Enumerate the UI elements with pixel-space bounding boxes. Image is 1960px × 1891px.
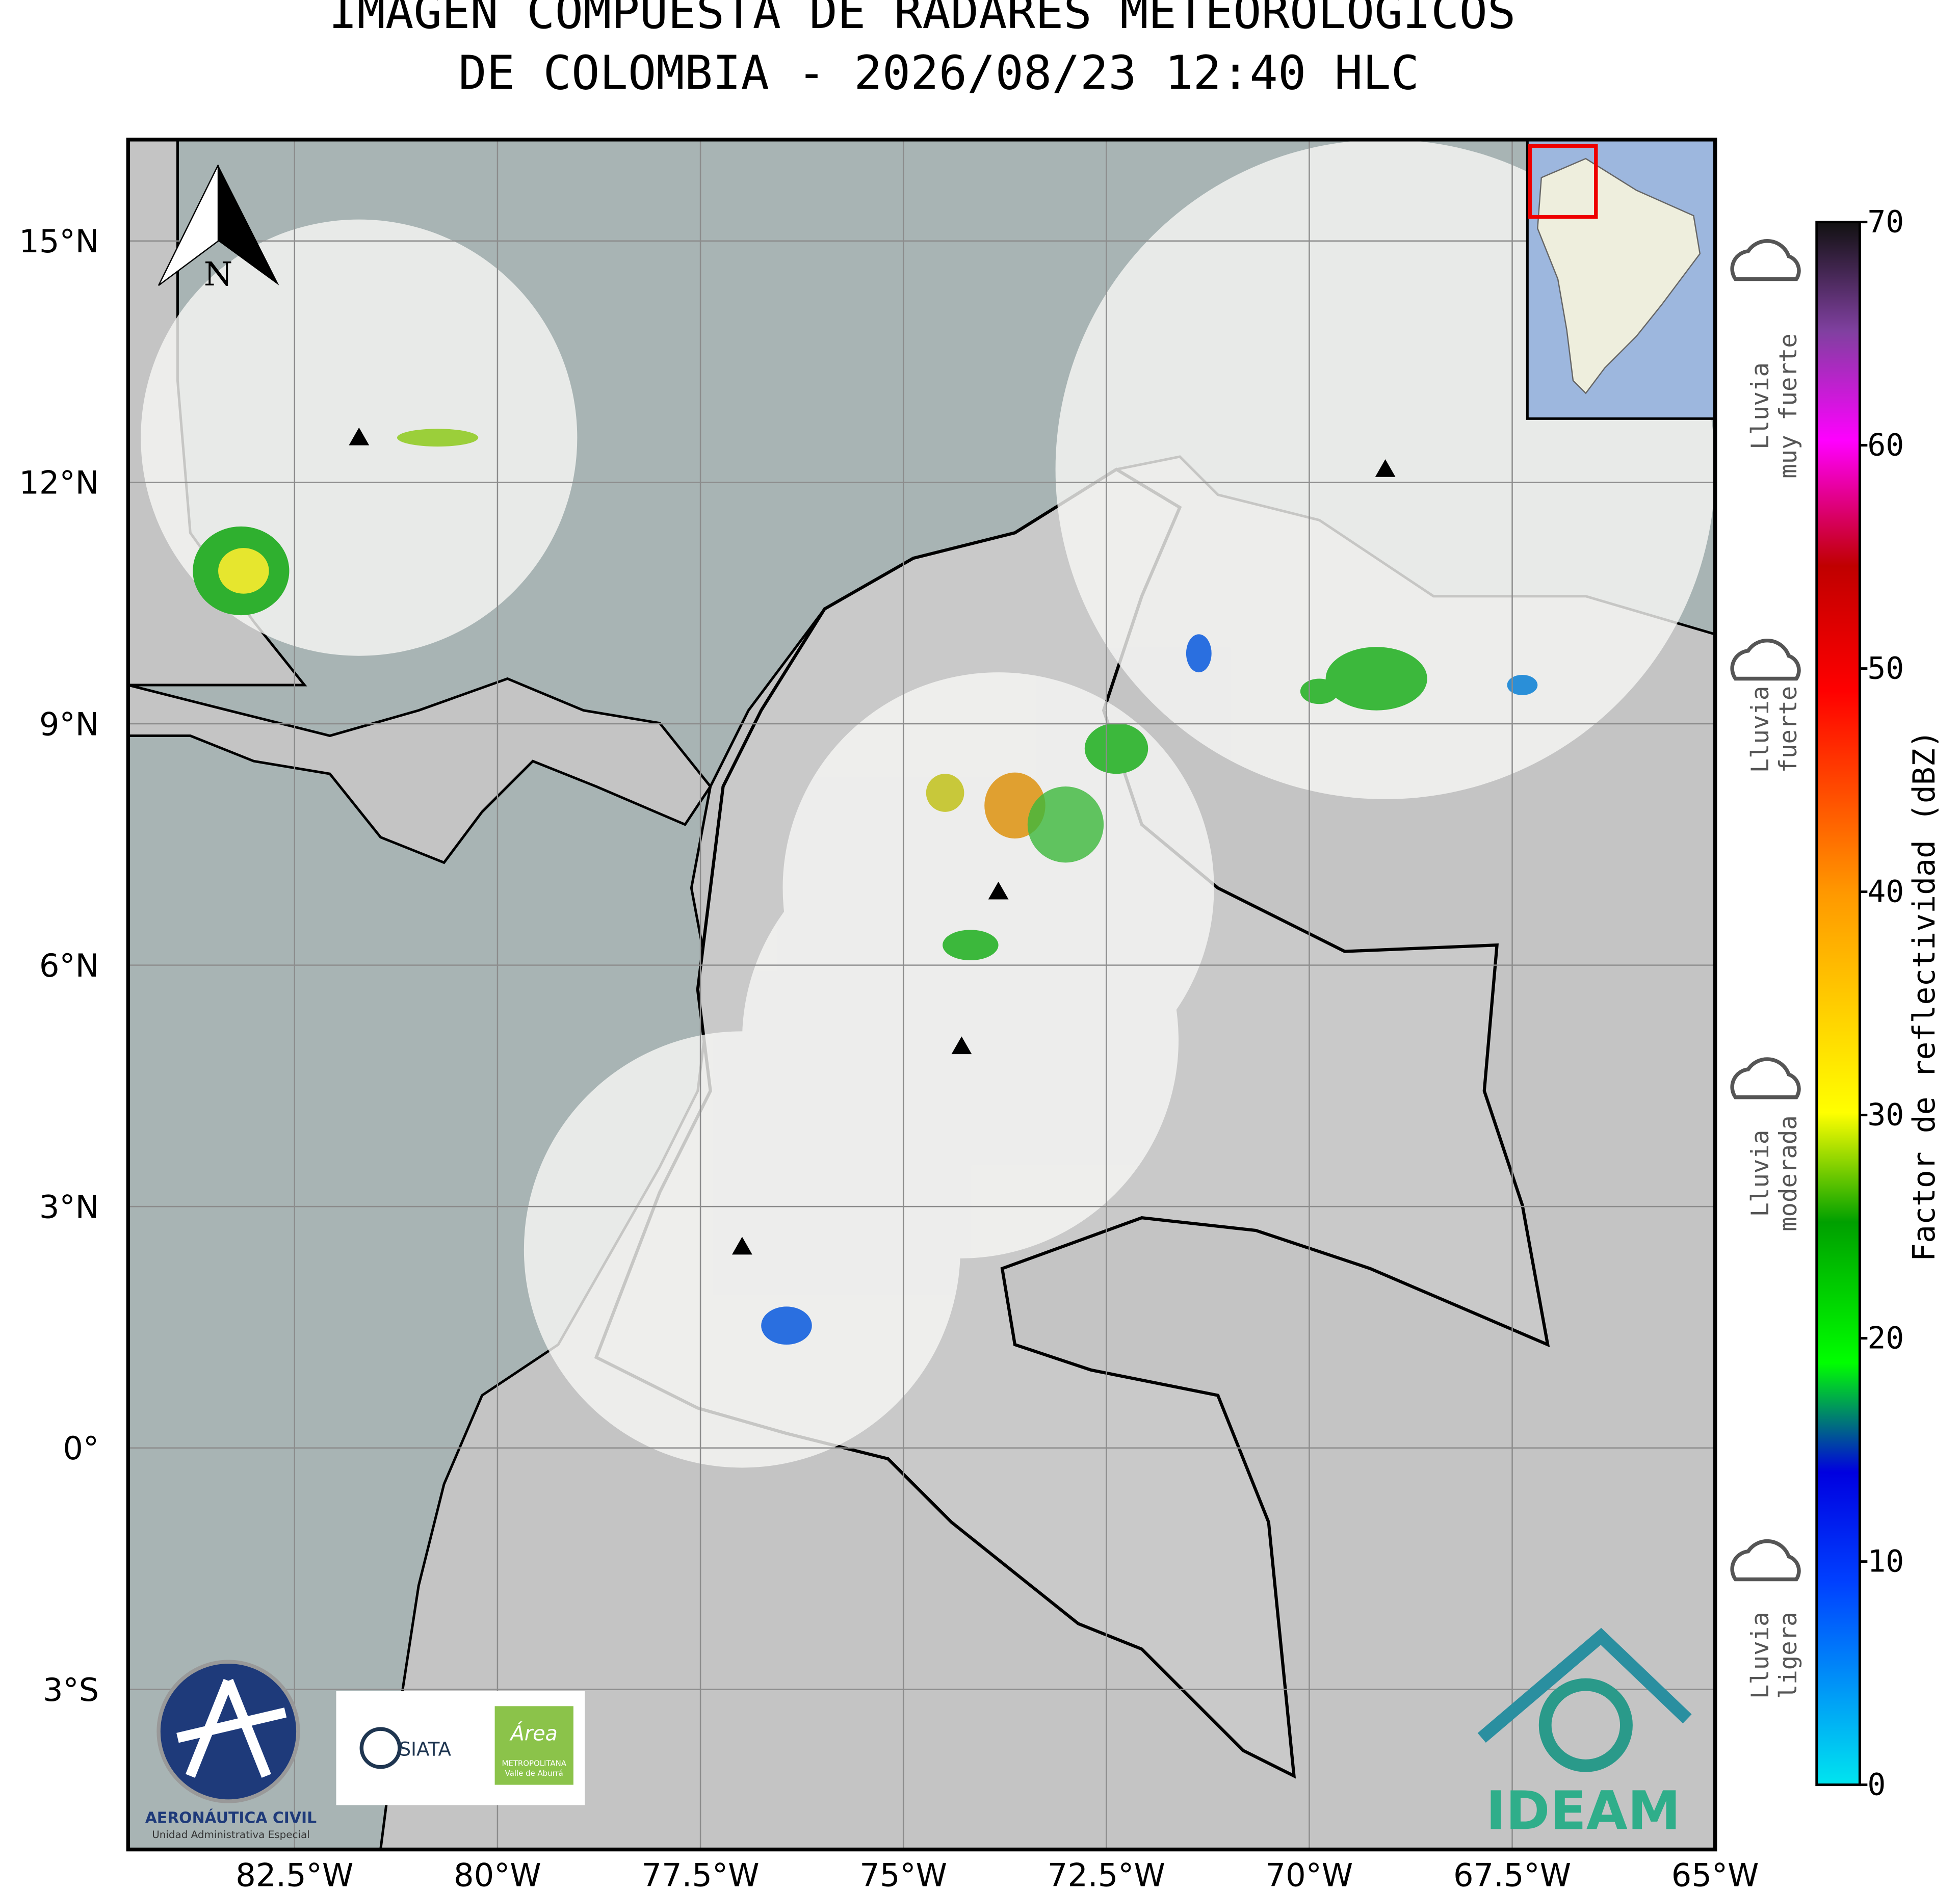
- colorbar-tick-label: 30: [1867, 1098, 1904, 1133]
- lon-tick-label: 67.5°W: [1453, 1857, 1571, 1891]
- lat-tick-label: 9°N: [39, 705, 99, 743]
- logo-text: Valle de Aburrá: [505, 1769, 563, 1778]
- rain-icon: [1730, 638, 1801, 681]
- colorbar-tick-label: 20: [1867, 1321, 1904, 1356]
- radar-sites: [349, 427, 1396, 1255]
- map-frame: [126, 138, 1717, 1852]
- rain-label: ligera: [1774, 1612, 1802, 1699]
- title-line: DE COLOMBIA - 2026/08/23 12:40 HLC: [458, 45, 1419, 100]
- logo-text: IDEAM: [1486, 1780, 1681, 1842]
- rain-icon: [1730, 1539, 1801, 1582]
- lon-tick-label: 70°W: [1266, 1857, 1353, 1891]
- rain-label: Lluvia: [1746, 362, 1774, 450]
- lon-tick-label: 65°W: [1671, 1857, 1759, 1891]
- rain-icon: [1730, 1057, 1801, 1099]
- colorbar-tick-label: 50: [1867, 651, 1904, 687]
- lat-tick-label: 12°N: [19, 464, 99, 502]
- colorbar-label: Factor de reflectividad (dBZ): [1907, 730, 1942, 1262]
- logo-siata: SIATA Área METROPOLITANA Valle de Aburrá: [336, 1691, 585, 1805]
- lat-tick-label: 0°: [63, 1430, 99, 1467]
- lon-tick-label: 75°W: [859, 1857, 947, 1891]
- lon-tick-label: 80°W: [454, 1857, 541, 1891]
- rain-label: fuerte: [1774, 686, 1802, 773]
- colorbar-tick-label: 0: [1867, 1768, 1886, 1803]
- logo-text: Área: [509, 1722, 557, 1746]
- logo-text: AERONÁUTICA CIVIL: [145, 1808, 317, 1827]
- radar-echoes: [193, 429, 1538, 1345]
- logo-text: Unidad Administrativa Especial: [152, 1829, 309, 1841]
- colorbar-tick-label: 40: [1867, 875, 1904, 910]
- rain-icon: [1730, 239, 1801, 281]
- rain-label: muy fuerte: [1774, 333, 1802, 479]
- rain-label: moderada: [1774, 1115, 1802, 1231]
- grid: [128, 139, 1715, 1850]
- inset-map: [1526, 139, 1715, 420]
- north-label: N: [204, 255, 233, 294]
- logo-text: METROPOLITANA: [502, 1758, 566, 1768]
- rain-label: Lluvia: [1746, 1130, 1774, 1217]
- logo-ideam: IDEAM: [1477, 1627, 1692, 1842]
- lat-tick-label: 3°N: [39, 1189, 99, 1226]
- title-line: IMAGEN COMPUESTA DE RADARES METEOROLOGIC…: [329, 0, 1515, 39]
- lat-tick-label: 15°N: [19, 223, 99, 260]
- lon-tick-label: 77.5°W: [642, 1857, 760, 1891]
- land: [128, 677, 712, 864]
- colorbar-tick-label: 10: [1867, 1544, 1904, 1580]
- rain-label: Lluvia: [1746, 1612, 1774, 1699]
- colorbar-tick-label: 70: [1867, 204, 1904, 240]
- lat-tick-label: 6°N: [39, 947, 99, 984]
- rain-label: Lluvia: [1746, 686, 1774, 773]
- logo-aerocivil: AERONÁUTICA CIVIL Unidad Administrativa …: [145, 1660, 317, 1841]
- lon-tick-label: 82.5°W: [236, 1857, 353, 1891]
- logo-text: SIATA: [399, 1738, 451, 1760]
- colorbar-tick-label: 60: [1867, 428, 1904, 463]
- colorbar: [1815, 221, 1861, 1787]
- lat-tick-label: 3°S: [43, 1671, 99, 1709]
- map: [128, 139, 1715, 1850]
- lon-tick-label: 72.5°W: [1048, 1857, 1165, 1891]
